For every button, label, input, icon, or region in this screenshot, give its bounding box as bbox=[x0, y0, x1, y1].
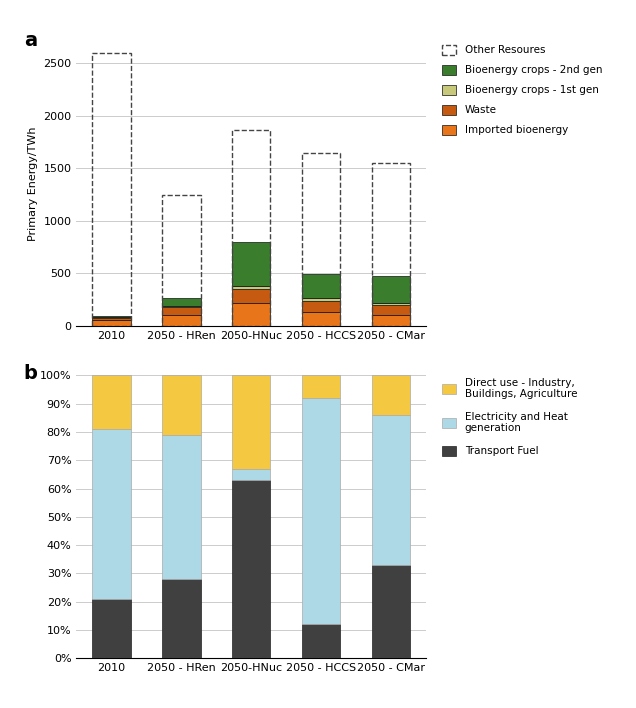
Bar bbox=[372, 375, 410, 415]
Bar bbox=[302, 153, 340, 326]
Bar bbox=[302, 375, 340, 398]
Bar bbox=[232, 286, 270, 289]
Bar bbox=[232, 375, 270, 469]
Bar bbox=[162, 298, 200, 306]
Bar bbox=[162, 307, 200, 315]
Bar bbox=[92, 429, 130, 599]
Bar bbox=[232, 480, 270, 658]
Bar bbox=[372, 314, 410, 326]
Text: a: a bbox=[24, 31, 37, 50]
Bar bbox=[232, 302, 270, 326]
Bar bbox=[92, 318, 130, 321]
Bar bbox=[232, 242, 270, 286]
Bar bbox=[372, 415, 410, 565]
Bar bbox=[162, 375, 200, 435]
Bar bbox=[302, 274, 340, 298]
Bar bbox=[372, 565, 410, 658]
Bar bbox=[92, 53, 130, 326]
Bar bbox=[232, 130, 270, 326]
Bar bbox=[92, 599, 130, 658]
Bar bbox=[92, 316, 130, 317]
Y-axis label: Primary Energy/TWh: Primary Energy/TWh bbox=[28, 127, 38, 241]
Bar bbox=[302, 301, 340, 312]
Bar bbox=[92, 375, 130, 429]
Bar bbox=[372, 304, 410, 314]
Bar bbox=[162, 315, 200, 326]
Bar bbox=[232, 289, 270, 302]
Bar bbox=[92, 321, 130, 326]
Legend: Direct use - Industry,
Buildings, Agriculture, Electricity and Heat
generation, : Direct use - Industry, Buildings, Agricu… bbox=[442, 377, 577, 457]
Bar bbox=[302, 624, 340, 658]
Bar bbox=[162, 195, 200, 326]
Bar bbox=[372, 302, 410, 304]
Bar bbox=[302, 312, 340, 326]
Bar bbox=[162, 306, 200, 307]
Bar bbox=[232, 469, 270, 480]
Text: b: b bbox=[24, 364, 38, 383]
Bar bbox=[162, 435, 200, 579]
Bar bbox=[372, 163, 410, 326]
Bar bbox=[372, 276, 410, 302]
Bar bbox=[302, 298, 340, 301]
Bar bbox=[162, 579, 200, 658]
Bar bbox=[302, 398, 340, 624]
Legend: Other Resoures, Bioenergy crops - 2nd gen, Bioenergy crops - 1st gen, Waste, Imp: Other Resoures, Bioenergy crops - 2nd ge… bbox=[442, 45, 602, 135]
